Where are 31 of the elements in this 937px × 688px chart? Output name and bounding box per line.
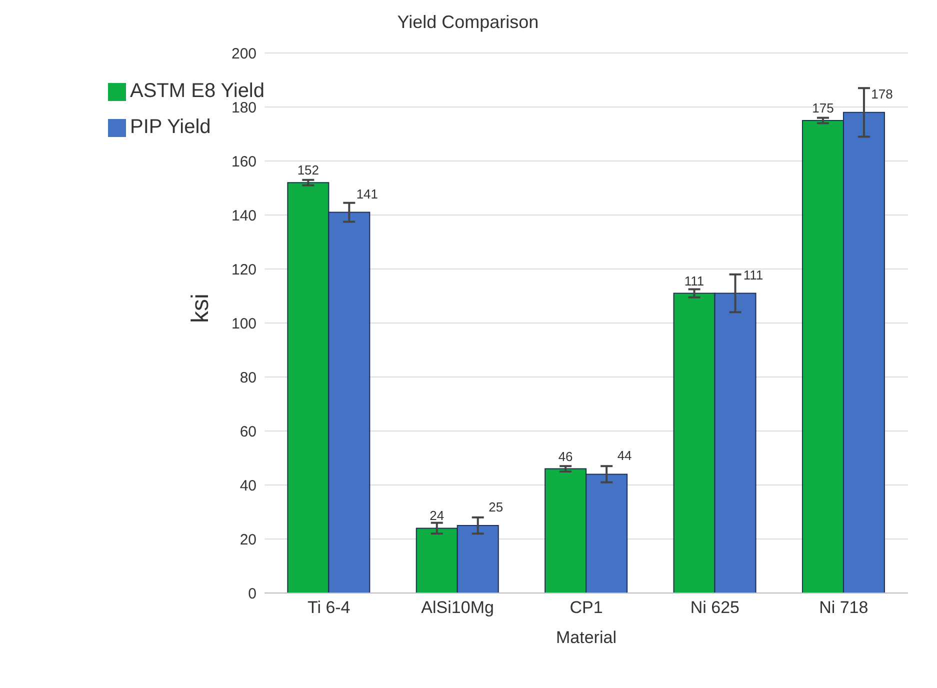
- data-label: 175: [812, 100, 834, 116]
- y-axis-title: ksi: [187, 294, 214, 323]
- y-tick-label: 20: [240, 531, 257, 548]
- x-axis-title: Material: [556, 628, 616, 647]
- data-label: 152: [297, 162, 320, 178]
- x-tick-label: Ni 625: [690, 598, 740, 618]
- y-tick-label: 120: [231, 261, 257, 278]
- y-tick-label: 140: [231, 207, 257, 224]
- x-tick-label: Ni 718: [819, 598, 868, 618]
- data-label: 24: [430, 508, 444, 524]
- y-tick-label: 80: [240, 369, 257, 386]
- data-label: 141: [356, 186, 378, 202]
- y-tick-label: 180: [231, 99, 257, 116]
- y-tick-label: 160: [231, 153, 257, 170]
- chart-title: Yield Comparison: [396, 11, 540, 33]
- x-tick-label: AlSi10Mg: [421, 598, 494, 618]
- data-label: 44: [617, 448, 632, 464]
- y-tick-label: 60: [240, 423, 257, 440]
- legend-label: ASTM E8 Yield: [130, 80, 265, 102]
- legend-label: PIP Yield: [130, 116, 211, 138]
- y-tick-label: 0: [248, 585, 257, 602]
- data-label: 111: [684, 273, 704, 288]
- data-label: 178: [871, 86, 893, 102]
- y-tick-label: 100: [231, 315, 257, 332]
- y-tick-label: 200: [231, 45, 257, 62]
- x-tick-label: CP1: [570, 598, 603, 618]
- x-tick-label: Ti 6-4: [307, 598, 350, 618]
- data-label: 25: [488, 500, 504, 514]
- data-label: 46: [558, 448, 573, 464]
- data-label: 111: [743, 267, 764, 282]
- y-tick-label: 40: [240, 477, 257, 494]
